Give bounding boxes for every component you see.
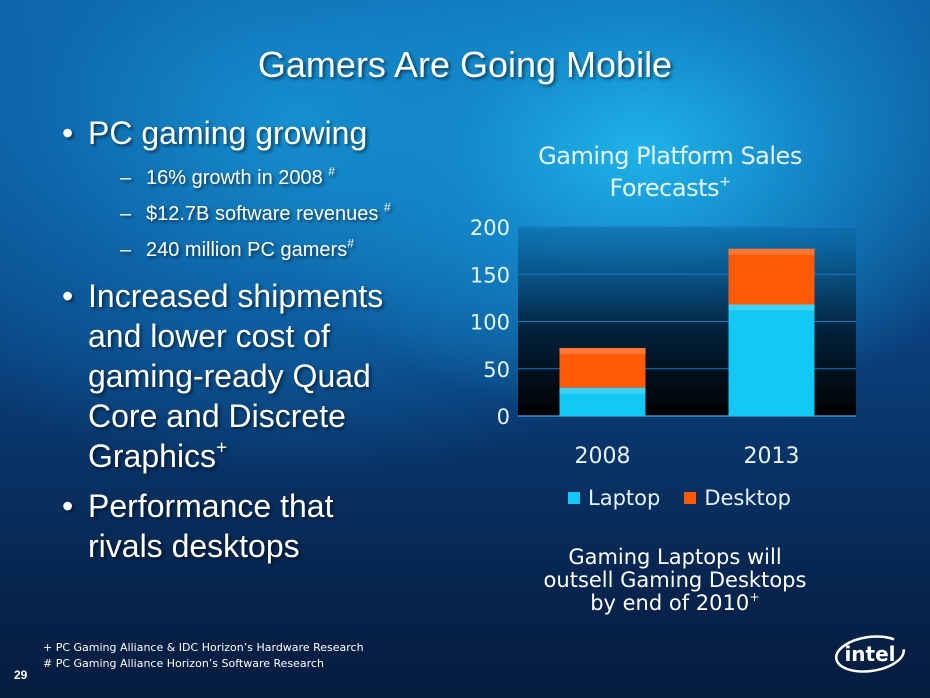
chart-legend: Laptop Desktop: [568, 486, 805, 510]
bar-highlight: [728, 304, 815, 311]
bar-highlight: [559, 347, 646, 354]
bar-desktop-2013: [728, 248, 815, 305]
y-tick-label: 100: [470, 311, 510, 335]
chart-title-text: Gaming Platform Sales Forecasts: [538, 142, 802, 202]
callout-line: outsell Gaming Desktops: [543, 568, 807, 592]
y-tick-label: 200: [470, 216, 510, 240]
bullet-pc-gaming: • PC gaming growing: [62, 112, 462, 154]
bullet-line: gaming-ready Quad: [88, 358, 371, 394]
x-tick-label: 2008: [575, 444, 631, 469]
dash-icon: –: [120, 167, 132, 189]
stacked-bar-chart: 0 50 100 150 200 2008 2013: [470, 216, 856, 469]
intel-logo-icon: intel: [834, 635, 906, 673]
sub-bullet: – 16% growth in 2008 #: [62, 166, 462, 190]
bullet-increased-shipments: • Increased shipments and lower cost of …: [62, 276, 462, 476]
sub-bullet: – 240 million PC gamers#: [62, 238, 462, 262]
legend-label: Laptop: [588, 486, 661, 510]
dash-icon: –: [120, 239, 132, 261]
bullet-performance: • Performance that rivals desktops: [62, 486, 462, 566]
footnote-mark: +: [216, 437, 228, 459]
footnote-mark: #: [383, 200, 391, 215]
footnote-mark: +: [749, 589, 760, 605]
bullet-line: and lower cost of: [88, 318, 330, 354]
bullet-list: • PC gaming growing – 16% growth in 2008…: [62, 112, 462, 566]
legend-item-laptop: Laptop: [568, 486, 660, 510]
bar-highlight: [728, 248, 815, 255]
bullet-line: rivals desktops: [88, 528, 300, 564]
laptop-swatch-icon: [568, 492, 580, 504]
bullet-line: Increased shipments: [88, 278, 384, 314]
slide-title: Gamers Are Going Mobile: [257, 44, 673, 85]
footnote-mark: #: [328, 164, 336, 179]
bar-laptop-2013: [728, 304, 815, 416]
y-tick-label: 50: [483, 358, 510, 382]
x-tick-label: 2013: [744, 444, 800, 469]
y-tick-label: 0: [497, 405, 510, 429]
bullet-dot-icon: •: [62, 115, 74, 151]
footnote-software: # PC Gaming Alliance Horizon’s Software …: [43, 657, 324, 670]
y-tick-label: 150: [470, 263, 510, 287]
legend-label: Desktop: [704, 486, 791, 510]
slide-number: 29: [14, 668, 28, 682]
callout-text: Gaming Laptops will outsell Gaming Deskt…: [500, 546, 850, 615]
bullet-line: Core and Discrete: [88, 398, 346, 434]
footnote-mark: +: [719, 173, 731, 190]
footnotes: + PC Gaming Alliance & IDC Horizon’s Har…: [43, 640, 364, 672]
footnote-hardware: + PC Gaming Alliance & IDC Horizon’s Har…: [43, 641, 364, 654]
desktop-swatch-icon: [684, 492, 697, 504]
legend-item-desktop: Desktop: [684, 486, 791, 510]
bar-highlight: [559, 387, 646, 394]
callout-line: Gaming Laptops will: [568, 545, 782, 569]
bar-laptop-2008: [559, 387, 646, 416]
intel-logo-text: intel: [844, 642, 895, 666]
bar-desktop-2008: [559, 347, 646, 388]
bullet-dot-icon: •: [62, 488, 74, 524]
footnote-mark: #: [347, 236, 354, 251]
sub-bullet: – $12.7B software revenues #: [62, 202, 462, 226]
callout-line: by end of 2010: [590, 591, 750, 615]
bullet-text: PC gaming growing: [88, 115, 368, 151]
dash-icon: –: [120, 203, 132, 225]
sub-bullet-text: $12.7B software revenues: [146, 203, 379, 225]
bullet-line: Graphics: [88, 438, 217, 474]
chart-title: Gaming Platform Sales Forecasts+: [480, 140, 860, 204]
sub-bullet-text: 16% growth in 2008: [146, 167, 323, 189]
sub-bullet-text: 240 million PC gamers: [146, 239, 348, 261]
bullet-dot-icon: •: [62, 278, 74, 314]
bullet-line: Performance that: [88, 488, 334, 524]
